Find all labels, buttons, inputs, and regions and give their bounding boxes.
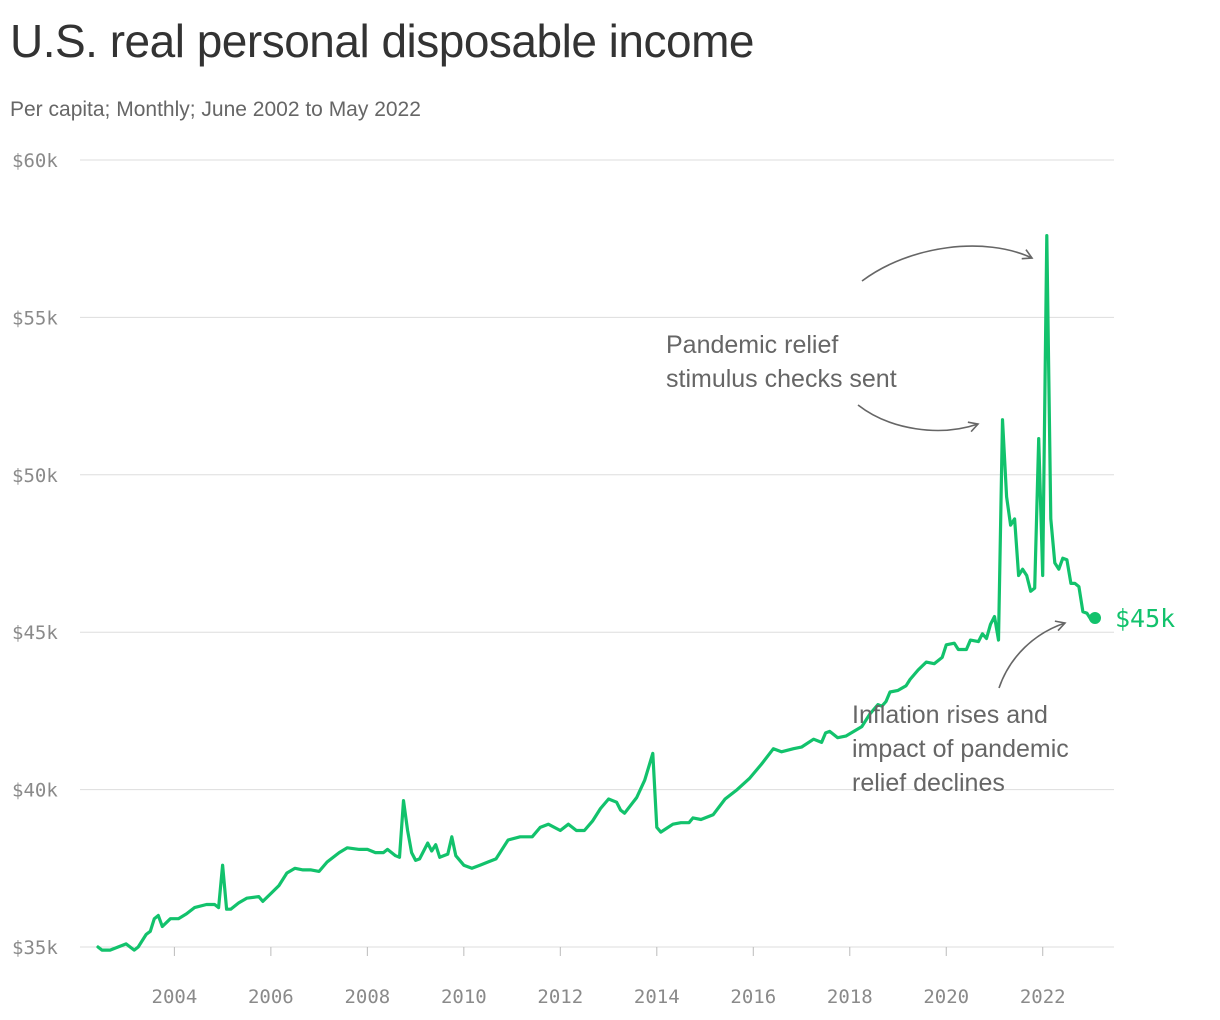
chart-subtitle: Per capita; Monthly; June 2002 to May 20… xyxy=(10,98,421,121)
stimulus-annotation-line: stimulus checks sent xyxy=(666,365,897,393)
x-tick-label: 2010 xyxy=(441,986,487,1008)
x-tick-label: 2014 xyxy=(634,986,680,1008)
y-tick-label: $60k xyxy=(12,150,58,172)
end-point-marker xyxy=(1089,612,1101,625)
x-tick-label: 2016 xyxy=(730,986,776,1008)
income-series-line xyxy=(96,234,1097,952)
x-tick-label: 2004 xyxy=(152,986,198,1008)
chart-title: U.S. real personal disposable income xyxy=(10,15,754,67)
x-tick-label: 2006 xyxy=(248,986,294,1008)
inflation-annotation-line: relief declines xyxy=(852,769,1005,797)
inflation-annotation: Inflation rises and impact of pandemic r… xyxy=(852,701,1076,797)
inflation-arrow xyxy=(998,620,1067,689)
stimulus-arrow-lower xyxy=(857,404,980,433)
y-tick-label: $50k xyxy=(12,465,58,487)
x-tick-label: 2008 xyxy=(344,986,390,1008)
y-tick-label: $45k xyxy=(12,622,58,644)
y-tick-label: $40k xyxy=(12,780,58,802)
y-tick-label: $55k xyxy=(12,307,58,329)
x-tick-label: 2018 xyxy=(827,986,873,1008)
inflation-annotation-line: Inflation rises and xyxy=(852,701,1048,729)
stimulus-annotation-line: Pandemic relief xyxy=(666,331,838,359)
y-tick-label: $35k xyxy=(12,937,58,959)
end-value-label: $45k xyxy=(1115,604,1175,633)
x-tick-label: 2020 xyxy=(923,986,969,1008)
stimulus-arrow-upper xyxy=(861,245,1034,282)
x-tick-label: 2022 xyxy=(1020,986,1066,1008)
inflation-annotation-line: impact of pandemic xyxy=(852,735,1069,763)
stimulus-annotation: Pandemic relief stimulus checks sent xyxy=(666,331,897,393)
x-tick-label: 2012 xyxy=(537,986,583,1008)
